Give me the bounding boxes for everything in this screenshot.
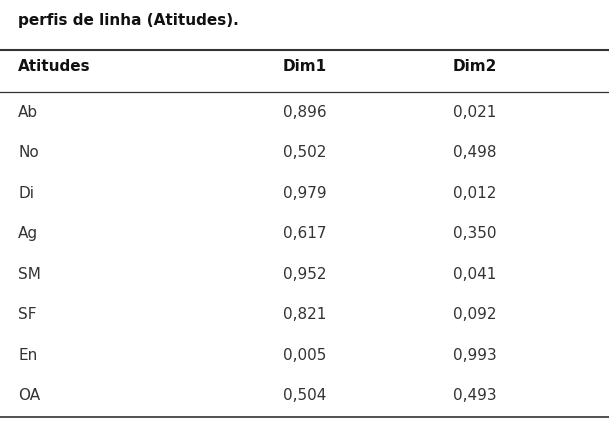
Text: 0,350: 0,350 xyxy=(453,226,497,241)
Text: 0,617: 0,617 xyxy=(283,226,326,241)
Text: 0,493: 0,493 xyxy=(453,388,497,403)
Text: Dim1: Dim1 xyxy=(283,59,326,74)
Text: SM: SM xyxy=(18,267,41,282)
Text: 0,012: 0,012 xyxy=(453,186,497,201)
Text: 0,504: 0,504 xyxy=(283,388,326,403)
Text: 0,896: 0,896 xyxy=(283,105,326,119)
Text: OA: OA xyxy=(18,388,40,403)
Text: 0,005: 0,005 xyxy=(283,348,326,363)
Text: No: No xyxy=(18,145,39,160)
Text: 0,498: 0,498 xyxy=(453,145,497,160)
Text: 0,021: 0,021 xyxy=(453,105,497,119)
Text: 0,952: 0,952 xyxy=(283,267,326,282)
Text: 0,041: 0,041 xyxy=(453,267,497,282)
Text: Di: Di xyxy=(18,186,34,201)
Text: perfis de linha (Atitudes).: perfis de linha (Atitudes). xyxy=(18,13,239,28)
Text: Ab: Ab xyxy=(18,105,38,119)
Text: 0,821: 0,821 xyxy=(283,307,326,322)
Text: 0,502: 0,502 xyxy=(283,145,326,160)
Text: 0,993: 0,993 xyxy=(453,348,497,363)
Text: Atitudes: Atitudes xyxy=(18,59,91,74)
Text: 0,092: 0,092 xyxy=(453,307,497,322)
Text: SF: SF xyxy=(18,307,37,322)
Text: Dim2: Dim2 xyxy=(453,59,497,74)
Text: En: En xyxy=(18,348,38,363)
Text: Ag: Ag xyxy=(18,226,38,241)
Text: 0,979: 0,979 xyxy=(283,186,326,201)
